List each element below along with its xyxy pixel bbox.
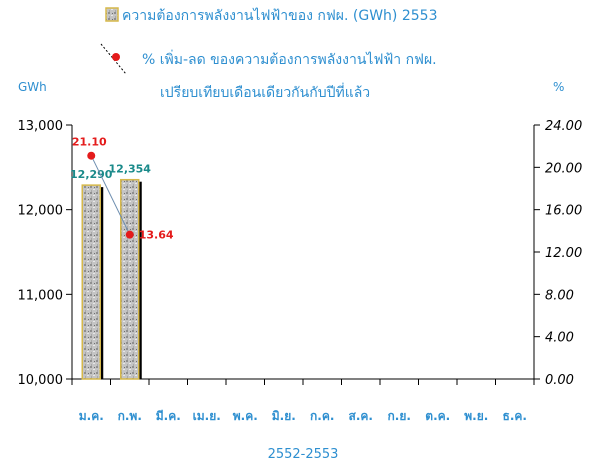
left-axis-unit: GWh (18, 80, 47, 94)
right-axis-unit: % (553, 80, 564, 94)
category-label: ต.ค. (425, 409, 450, 423)
left-axis-ticks: 10,000 11,000 12,000 13,000 (18, 119, 72, 388)
bar-value-label: 12,354 (109, 163, 152, 176)
legend-bar-label: ความต้องการพลังงานไฟฟ้าของ กฟผ. (GWh) 25… (122, 7, 437, 24)
line-series: 21.10 13.64 (72, 136, 174, 242)
legend-line-marker (112, 53, 120, 61)
category-label: มิ.ย. (272, 409, 296, 423)
category-label: มี.ค. (156, 409, 181, 423)
right-tick-label: 4.00 (545, 331, 574, 346)
right-axis-ticks: 0.00 4.00 8.00 12.00 16.00 20.00 24.00 (534, 119, 582, 388)
bar-value-label: 12,290 (70, 168, 113, 181)
category-label: ม.ค. (79, 409, 104, 423)
legend-line-label-1: % เพิ่ม-ลด ของความต้องการพลังงานไฟฟ้า กฟ… (142, 50, 437, 68)
x-axis-label: 2552-2553 (268, 447, 339, 462)
left-tick-label: 11,000 (18, 288, 64, 303)
right-tick-label: 12.00 (545, 246, 582, 261)
line-point (87, 151, 96, 160)
right-tick-label: 0.00 (545, 373, 574, 388)
category-label: พ.ย. (464, 409, 488, 423)
line-point (125, 230, 134, 239)
right-tick-label: 20.00 (545, 161, 582, 176)
right-tick-label: 24.00 (545, 119, 582, 134)
legend-bar-swatch (105, 7, 119, 22)
left-tick-label: 10,000 (18, 373, 64, 388)
right-tick-label: 8.00 (545, 288, 574, 303)
category-label: ก.ย. (388, 409, 411, 423)
line-value-label: 13.64 (139, 229, 174, 242)
left-tick-label: 13,000 (18, 119, 64, 134)
x-axis-ticks: ม.ค. ก.พ. มี.ค. เม.ย. พ.ค. มิ.ย. ก.ค. ส.ค. ก.ย. ต… (71, 379, 535, 423)
category-label: ก.พ. (118, 409, 142, 423)
category-label: เม.ย. (193, 409, 221, 423)
legend-line-swatch (100, 43, 127, 75)
category-label: ธ.ค. (503, 409, 527, 423)
category-label: พ.ค. (233, 409, 258, 423)
left-tick-label: 12,000 (18, 204, 64, 219)
category-label: ส.ค. (349, 409, 373, 423)
category-label: ก.ค. (310, 409, 334, 423)
line-value-label: 21.10 (72, 136, 107, 149)
right-tick-label: 16.00 (545, 204, 582, 219)
legend-line-label-2: เปรียบเทียบเดือนเดียวกันกับปีที่แล้ว (160, 83, 370, 101)
bar (81, 184, 101, 380)
bar (120, 178, 140, 380)
line-path (90, 155, 131, 235)
